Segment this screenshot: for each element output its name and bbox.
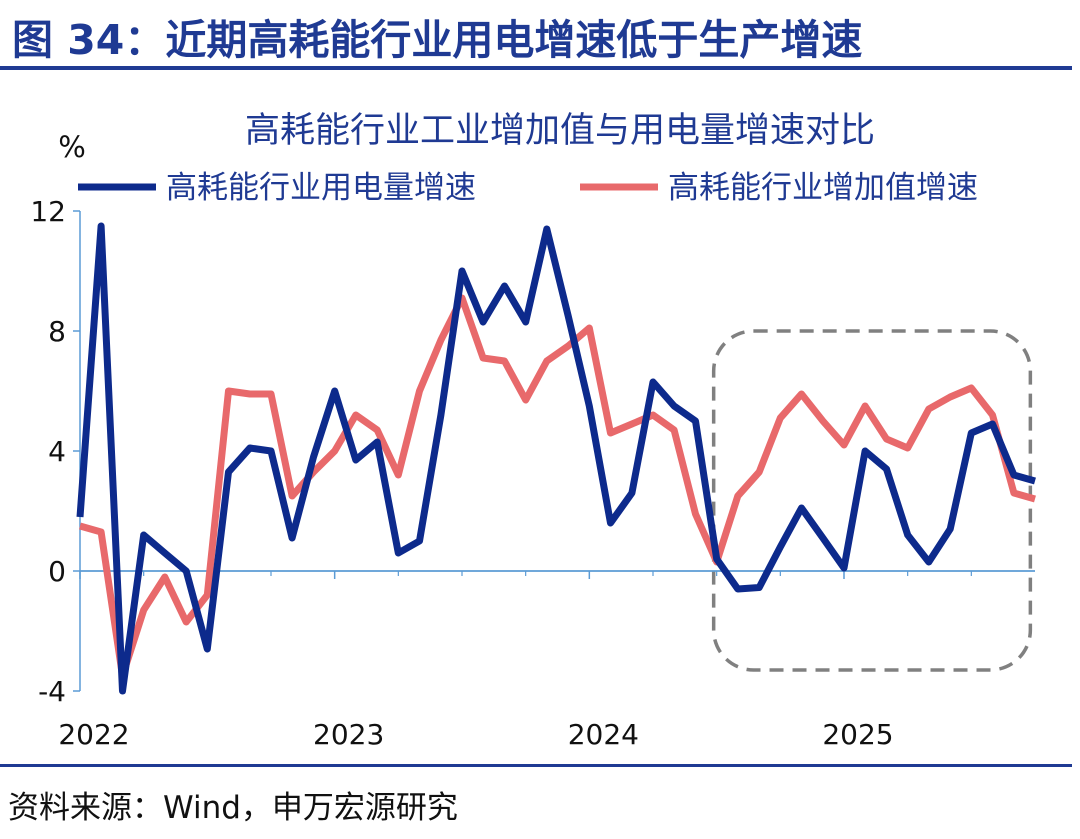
highlight-layer bbox=[711, 329, 1033, 672]
y-tick-label: -4 bbox=[38, 675, 66, 708]
legend: 高耗能行业用电量增速 高耗能行业增加值增速 bbox=[78, 170, 978, 206]
x-tick-label: 2023 bbox=[313, 718, 384, 751]
chart-title: 高耗能行业工业增加值与用电量增速对比 bbox=[245, 111, 875, 151]
footer-rule bbox=[0, 764, 1072, 767]
y-tick-label: 12 bbox=[30, 195, 66, 228]
legend-value-added-label: 高耗能行业增加值增速 bbox=[668, 170, 978, 206]
y-tick-label: 4 bbox=[48, 435, 66, 468]
series-layer bbox=[76, 222, 1036, 695]
chart: 高耗能行业工业增加值与用电量增速对比 % 高耗能行业用电量增速 高耗能行业增加值增… bbox=[30, 111, 1036, 751]
x-tick-label: 2025 bbox=[822, 718, 893, 751]
legend-electricity-label: 高耗能行业用电量增速 bbox=[166, 170, 476, 206]
y-tick-label: 8 bbox=[48, 315, 66, 348]
x-tick-label: 2024 bbox=[568, 718, 639, 751]
figure-header: 图 34：近期高耗能行业用电增速低于生产增速 bbox=[12, 16, 863, 64]
series-electricity-line bbox=[76, 222, 1036, 695]
header-rule bbox=[0, 66, 1072, 70]
y-tick-label: 0 bbox=[48, 555, 66, 588]
highlight-box bbox=[711, 329, 1033, 672]
source-note: 资料来源：Wind，申万宏源研究 bbox=[8, 790, 458, 826]
y-axis-unit: % bbox=[58, 130, 86, 164]
x-tick-label: 2022 bbox=[58, 718, 129, 751]
series-value-added-line bbox=[79, 294, 1036, 680]
axes: -4 0 4 8 12 2022 2023 2024 2025 bbox=[30, 195, 1035, 751]
